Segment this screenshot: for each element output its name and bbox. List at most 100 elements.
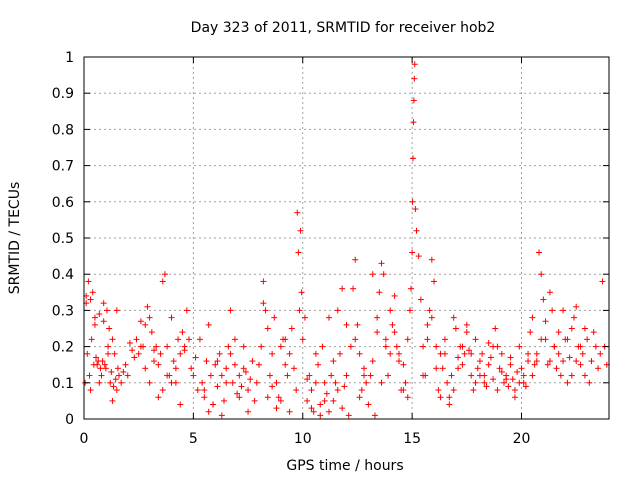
- data-point: [334, 387, 341, 394]
- data-point: [231, 361, 238, 368]
- data-point: [186, 336, 192, 343]
- data-point: [194, 387, 201, 394]
- data-point: [597, 350, 604, 357]
- data-point: [487, 354, 494, 361]
- data-point: [410, 155, 416, 162]
- data-point: [380, 271, 387, 278]
- data-point: [571, 314, 577, 321]
- data-point: [590, 329, 597, 336]
- data-point: [120, 368, 127, 375]
- data-point: [412, 206, 419, 213]
- data-point: [468, 350, 475, 357]
- data-point: [271, 314, 278, 321]
- data-point: [317, 412, 324, 419]
- data-point: [122, 361, 129, 368]
- data-point: [177, 401, 184, 408]
- data-point: [296, 307, 303, 314]
- data-point: [581, 372, 588, 379]
- data-point: [113, 307, 120, 314]
- data-point: [518, 365, 525, 372]
- data-point: [382, 343, 389, 350]
- data-point: [409, 198, 416, 205]
- data-point: [542, 318, 549, 325]
- data-point: [179, 329, 186, 336]
- data-point: [507, 361, 514, 368]
- data-point: [234, 390, 241, 397]
- data-point: [332, 379, 339, 386]
- data-point: [225, 343, 232, 350]
- data-point: [481, 379, 488, 386]
- chart-title: Day 323 of 2011, SRMTID for receiver hob…: [191, 20, 496, 36]
- data-point: [218, 372, 225, 379]
- data-point: [459, 343, 466, 350]
- data-point: [100, 300, 107, 307]
- data-point: [284, 372, 291, 379]
- data-point: [142, 321, 149, 328]
- data-point: [159, 278, 166, 285]
- data-point: [341, 383, 348, 390]
- data-point: [468, 372, 475, 379]
- data-point: [581, 325, 588, 332]
- data-point: [369, 358, 376, 365]
- data-point: [212, 361, 219, 368]
- data-point: [273, 405, 280, 412]
- data-point: [577, 343, 584, 350]
- x-tick-label: 20: [513, 431, 531, 447]
- data-point: [549, 307, 556, 314]
- y-tick-label: 0.6: [52, 195, 74, 211]
- data-point: [560, 307, 567, 314]
- y-tick-labels: 0 0.1 0.2 0.3 0.4 0.5 0.6 0.7 0.8 0.9 1: [52, 50, 74, 428]
- data-point: [240, 343, 247, 350]
- data-point: [148, 329, 155, 336]
- data-point: [137, 318, 144, 325]
- data-point: [391, 292, 398, 299]
- data-point: [408, 285, 415, 292]
- data-point: [286, 350, 293, 357]
- data-point: [229, 379, 236, 386]
- data-point: [490, 376, 497, 383]
- data-point: [199, 379, 206, 386]
- data-point: [385, 372, 392, 379]
- data-point: [85, 278, 92, 285]
- data-point: [584, 336, 591, 343]
- data-point: [258, 343, 265, 350]
- data-point: [223, 379, 230, 386]
- data-point: [553, 365, 560, 372]
- data-point: [106, 325, 113, 332]
- data-point: [431, 278, 437, 285]
- y-tick-label: 0.7: [52, 159, 74, 175]
- data-point: [498, 350, 505, 357]
- data-point: [317, 401, 324, 408]
- data-point: [98, 372, 105, 379]
- data-point: [114, 365, 121, 372]
- y-tick-label: 0.2: [52, 340, 74, 356]
- data-point: [540, 296, 547, 303]
- data-point: [312, 379, 319, 386]
- data-point: [304, 397, 311, 404]
- data-point: [321, 397, 328, 404]
- data-point: [496, 365, 503, 372]
- data-point: [450, 314, 457, 321]
- data-point: [153, 343, 160, 350]
- data-point: [299, 336, 306, 343]
- data-point: [509, 376, 516, 383]
- data-point: [350, 285, 357, 292]
- data-point: [538, 336, 545, 343]
- data-point: [527, 329, 534, 336]
- data-point: [485, 361, 492, 368]
- data-point: [406, 307, 413, 314]
- data-point: [273, 379, 280, 386]
- data-point: [84, 350, 91, 357]
- data-point: [376, 289, 383, 296]
- data-point: [564, 379, 571, 386]
- data-point: [236, 394, 243, 401]
- data-point: [146, 314, 153, 321]
- data-point: [573, 358, 580, 365]
- data-point: [389, 321, 396, 328]
- data-point: [466, 347, 472, 354]
- data-point: [277, 397, 284, 404]
- data-point: [435, 387, 442, 394]
- data-point: [450, 387, 457, 394]
- data-point: [555, 350, 562, 357]
- y-axis-label: SRMTID / TECUs: [7, 182, 23, 295]
